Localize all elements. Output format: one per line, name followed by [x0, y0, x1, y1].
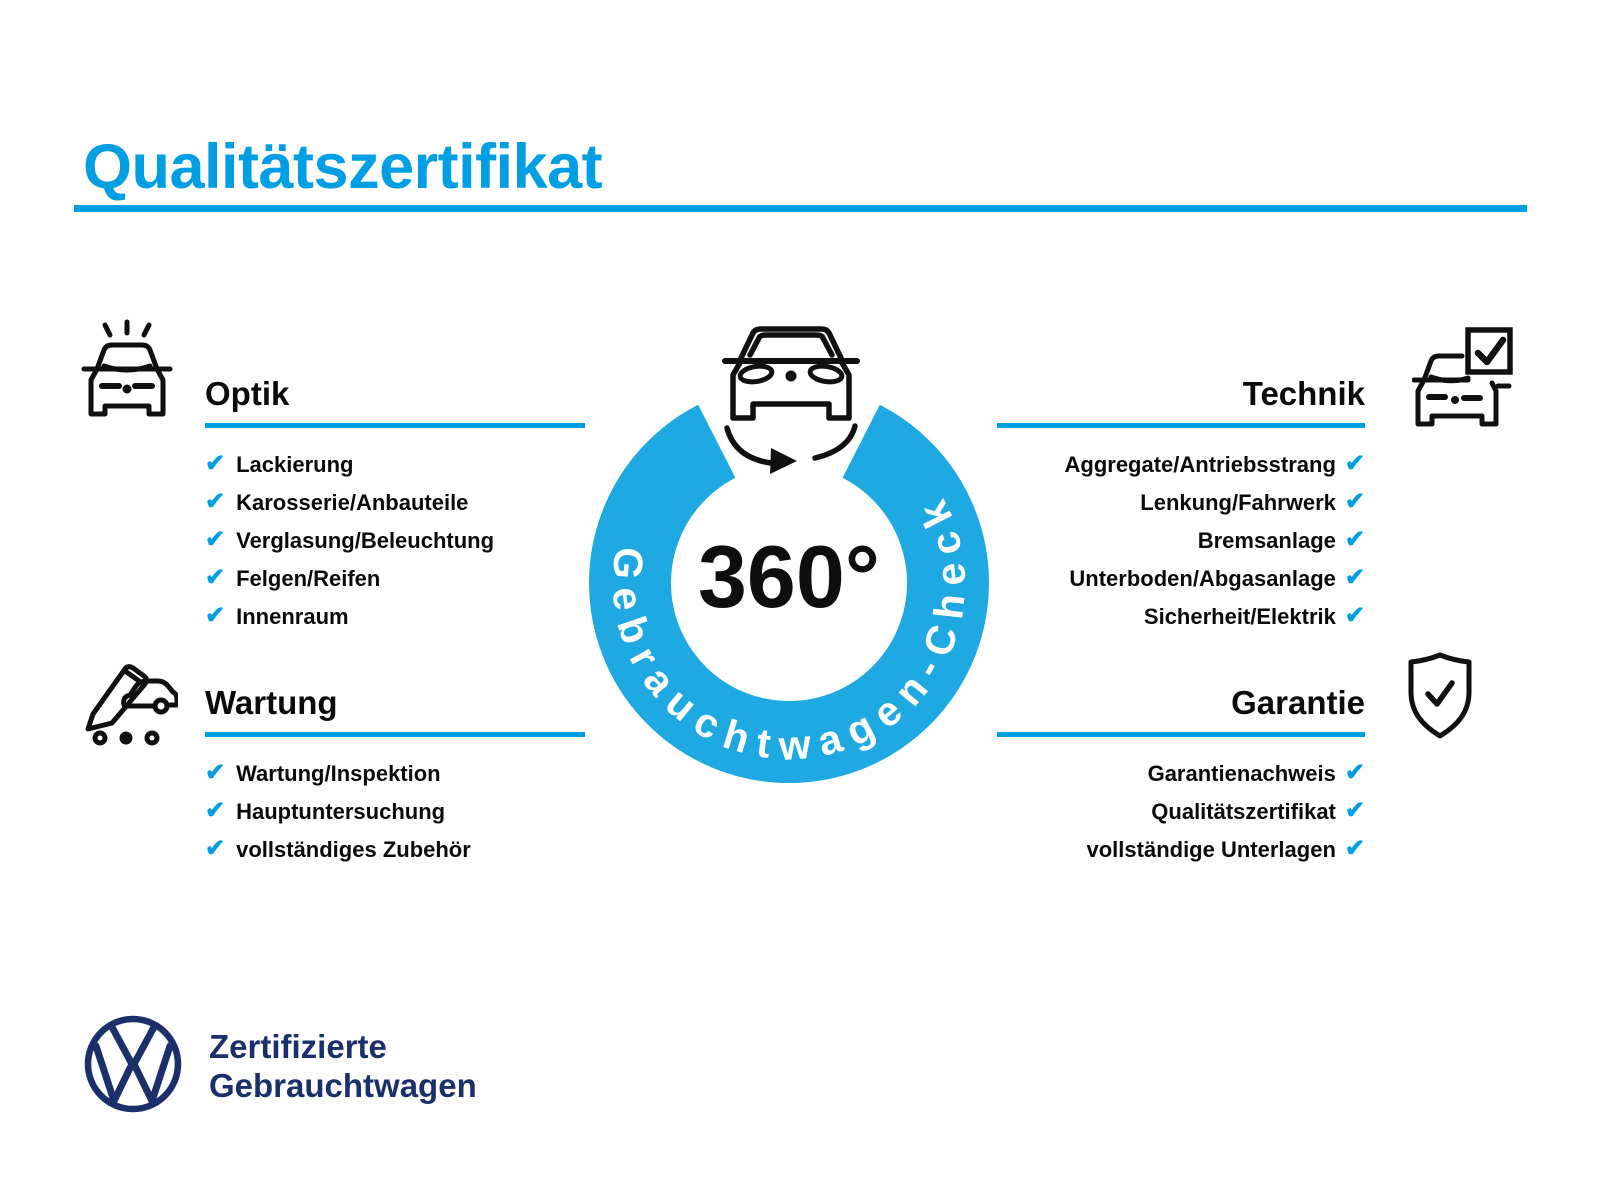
section-title-garantie: Garantie — [1231, 684, 1365, 721]
list-item: ✔ Hauptuntersuchung — [205, 793, 471, 831]
vw-logo-icon — [84, 1015, 182, 1113]
header-rule — [74, 205, 1527, 212]
brand-claim-line2: Gebrauchtwagen — [209, 1067, 477, 1104]
check-icon: ✔ — [1344, 450, 1365, 477]
check-icon: ✔ — [1344, 602, 1365, 629]
list-item-label: Garantienachweis — [1147, 761, 1336, 786]
badge-360: Gebrauchtwagen-Check 360° — [589, 300, 989, 783]
check-icon: ✔ — [205, 526, 226, 553]
car-checkbox-icon — [1412, 327, 1513, 427]
list-item-label: Bremsanlage — [1197, 528, 1336, 553]
list-item: ✔ Innenraum — [205, 598, 494, 636]
badge-ring-gap — [644, 300, 934, 583]
list-item: ✔ Felgen/Reifen — [205, 560, 494, 598]
car-front-shine-icon — [81, 319, 173, 417]
list-item: ✔ Karosserie/Anbauteile — [205, 484, 494, 522]
list-item-label: Sicherheit/Elektrik — [1143, 604, 1336, 629]
page-title: Qualitätszertifikat — [83, 132, 603, 203]
list-item-label: Verglasung/Beleuchtung — [236, 528, 495, 553]
list-item-label: Hauptuntersuchung — [236, 799, 446, 824]
car-rotation-icon — [722, 326, 860, 474]
list-item: Lenkung/Fahrwerk ✔ — [985, 484, 1365, 522]
check-icon: ✔ — [1344, 526, 1365, 553]
section-rule-wartung — [205, 732, 585, 737]
list-item-label: Innenraum — [236, 604, 349, 629]
section-title-optik: Optik — [205, 375, 290, 412]
pencil-car-icon — [85, 664, 178, 746]
check-icon: ✔ — [1344, 835, 1365, 862]
brand-claim: Zertifizierte Gebrauchtwagen — [209, 1027, 477, 1105]
list-item: ✔ Verglasung/Beleuchtung — [205, 522, 494, 560]
list-item-label: Wartung/Inspektion — [236, 761, 441, 786]
list-item: ✔ Lackierung — [205, 446, 494, 484]
check-icon: ✔ — [205, 759, 226, 786]
check-icon: ✔ — [205, 797, 226, 824]
check-icon: ✔ — [1344, 797, 1365, 824]
badge-degree-label: 360° — [698, 527, 880, 626]
brand-claim-line1: Zertifizierte — [209, 1028, 387, 1065]
list-item: Sicherheit/Elektrik ✔ — [985, 598, 1365, 636]
check-icon: ✔ — [205, 835, 226, 862]
check-icon: ✔ — [205, 564, 226, 591]
section-list-garantie: Garantienachweis ✔ Qualitätszertifikat ✔ v… — [985, 755, 1366, 869]
list-item-label: Lenkung/Fahrwerk — [1140, 490, 1336, 515]
check-icon: ✔ — [205, 488, 226, 515]
list-item: Aggregate/Antriebsstrang ✔ — [985, 446, 1366, 484]
check-icon: ✔ — [1344, 564, 1365, 591]
list-item: Garantienachweis ✔ — [985, 755, 1365, 793]
check-icon: ✔ — [1344, 759, 1365, 786]
list-item: Qualitätszertifikat ✔ — [985, 793, 1365, 831]
list-item-label: Qualitätszertifikat — [1151, 799, 1336, 824]
section-title-technik: Technik — [1242, 375, 1365, 412]
section-rule-garantie — [997, 732, 1365, 737]
shield-check-icon — [1408, 652, 1472, 739]
list-item: ✔ Wartung/Inspektion — [205, 755, 471, 793]
list-item: ✔ vollständiges Zubehör — [205, 831, 471, 869]
section-list-optik: ✔ Lackierung ✔ Karosserie/Anbauteile ✔ Verg… — [205, 446, 494, 636]
section-rule-technik — [997, 423, 1365, 428]
section-rule-optik — [205, 423, 585, 428]
list-item-label: Unterboden/Abgasanlage — [1069, 566, 1336, 591]
section-title-wartung: Wartung — [205, 684, 338, 721]
section-list-wartung: ✔ Wartung/Inspektion ✔ Hauptuntersuchung ✔… — [205, 755, 471, 869]
list-item-label: Aggregate/Antriebsstrang — [1064, 452, 1336, 477]
check-icon: ✔ — [205, 602, 226, 629]
list-item: Bremsanlage ✔ — [985, 522, 1365, 560]
list-item-label: Felgen/Reifen — [236, 566, 381, 591]
list-item-label: vollständiges Zubehör — [236, 837, 471, 862]
list-item: vollständige Unterlagen ✔ — [985, 831, 1366, 869]
section-list-technik: Aggregate/Antriebsstrang ✔ Lenkung/Fahrwe… — [985, 446, 1366, 636]
list-item-label: Karosserie/Anbauteile — [236, 490, 469, 515]
list-item-label: Lackierung — [236, 452, 354, 477]
check-icon: ✔ — [205, 450, 226, 477]
list-item: Unterboden/Abgasanlage ✔ — [985, 560, 1365, 598]
list-item-label: vollständige Unterlagen — [1086, 837, 1336, 862]
check-icon: ✔ — [1344, 488, 1365, 515]
